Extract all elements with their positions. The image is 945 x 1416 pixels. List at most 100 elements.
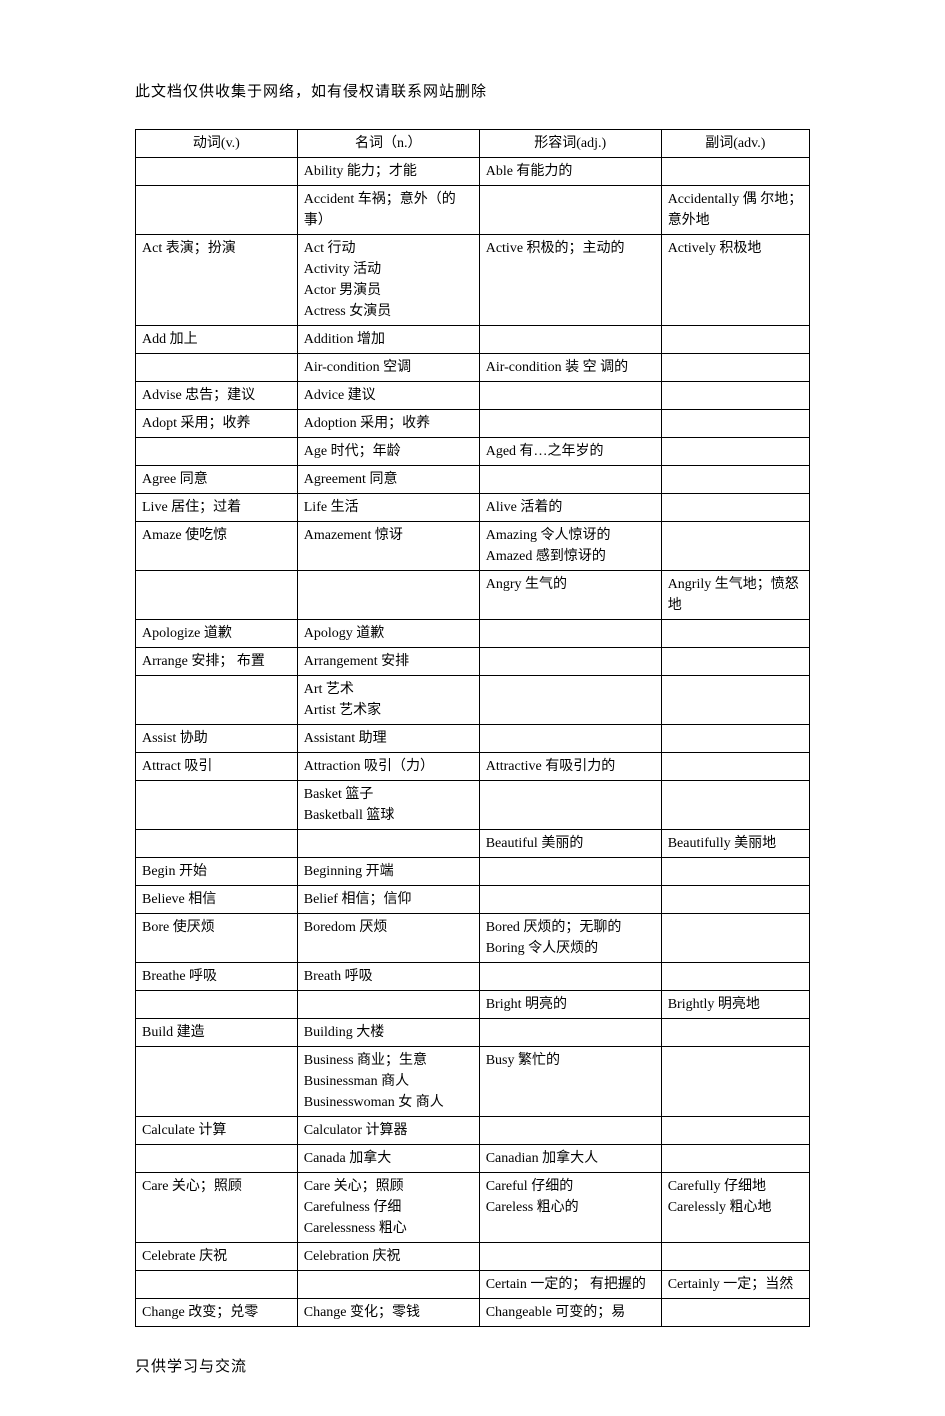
table-cell: Apology 道歉 bbox=[297, 620, 479, 648]
table-row: Air-condition 空调Air-condition 装 空 调的 bbox=[136, 354, 810, 382]
table-cell: Arrangement 安排 bbox=[297, 648, 479, 676]
cell-text: Calculator 计算器 bbox=[304, 1120, 473, 1141]
cell-text: Attractive 有吸引力的 bbox=[486, 756, 655, 777]
table-row: Believe 相信 Belief 相信；信仰 bbox=[136, 886, 810, 914]
cell-text: Business 商业；生意 bbox=[304, 1050, 473, 1071]
table-row: Apologize 道歉Apology 道歉 bbox=[136, 620, 810, 648]
table-cell: Apologize 道歉 bbox=[136, 620, 298, 648]
cell-text: Certain 一定的； 有把握的 bbox=[486, 1274, 655, 1295]
table-cell: Attract 吸引 bbox=[136, 753, 298, 781]
table-row: Attract 吸引Attraction 吸引（力）Attractive 有吸引… bbox=[136, 753, 810, 781]
cell-text: Arrangement 安排 bbox=[304, 651, 473, 672]
table-row: Agree 同意Agreement 同意 bbox=[136, 466, 810, 494]
cell-text: Basket 篮子 bbox=[304, 784, 473, 805]
cell-text: Breath 呼吸 bbox=[304, 966, 473, 987]
table-cell: Adopt 采用；收养 bbox=[136, 410, 298, 438]
cell-text: Belief 相信；信仰 bbox=[304, 889, 473, 910]
cell-text: Advise 忠告；建议 bbox=[142, 385, 291, 406]
table-cell: Basket 篮子Basketball 篮球 bbox=[297, 781, 479, 830]
cell-text: Changeable 可变的；易 bbox=[486, 1302, 655, 1323]
table-row: Bright 明亮的 Brightly 明亮地 bbox=[136, 991, 810, 1019]
table-row: Ability 能力；才能Able 有能力的 bbox=[136, 158, 810, 186]
table-cell: Believe 相信 bbox=[136, 886, 298, 914]
cell-text: Beautifully 美丽地 bbox=[668, 833, 803, 854]
table-cell: Boredom 厌烦 bbox=[297, 914, 479, 963]
table-cell: Advise 忠告；建议 bbox=[136, 382, 298, 410]
cell-text: Active 积极的；主动的 bbox=[486, 238, 655, 259]
table-cell bbox=[479, 466, 661, 494]
col-header-adj: 形容词(adj.) bbox=[479, 130, 661, 158]
cell-text: Art 艺术 bbox=[304, 679, 473, 700]
table-cell bbox=[479, 326, 661, 354]
table-cell: Add 加上 bbox=[136, 326, 298, 354]
cell-text: Breathe 呼吸 bbox=[142, 966, 291, 987]
table-row: Breathe 呼吸 Breath 呼吸 bbox=[136, 963, 810, 991]
cell-text: Alive 活着的 bbox=[486, 497, 655, 518]
table-cell: Aged 有…之年岁的 bbox=[479, 438, 661, 466]
col-header-noun: 名词（n.） bbox=[297, 130, 479, 158]
cell-text: Bored 厌烦的；无聊的 bbox=[486, 917, 655, 938]
cell-text: Beginning 开端 bbox=[304, 861, 473, 882]
table-cell: Accident 车祸；意外（的事） bbox=[297, 186, 479, 235]
table-cell bbox=[479, 1117, 661, 1145]
cell-text: Carefulness 仔细 bbox=[304, 1197, 473, 1218]
cell-text: Careful 仔细的 bbox=[486, 1176, 655, 1197]
table-cell: Amazing 令人惊讶的Amazed 感到惊讶的 bbox=[479, 522, 661, 571]
cell-text: Amaze 使吃惊 bbox=[142, 525, 291, 546]
table-cell: Bright 明亮的 bbox=[479, 991, 661, 1019]
cell-text: Adopt 采用；收养 bbox=[142, 413, 291, 434]
table-cell bbox=[661, 466, 809, 494]
cell-text: Aged 有…之年岁的 bbox=[486, 441, 655, 462]
table-cell bbox=[661, 382, 809, 410]
table-cell bbox=[136, 571, 298, 620]
table-cell: Amaze 使吃惊 bbox=[136, 522, 298, 571]
table-cell: Bore 使厌烦 bbox=[136, 914, 298, 963]
cell-text: Advice 建议 bbox=[304, 385, 473, 406]
table-cell: Act 行动Activity 活动Actor 男演员Actress 女演员 bbox=[297, 235, 479, 326]
table-row: Accident 车祸；意外（的事） Accidentally 偶 尔地；意外地 bbox=[136, 186, 810, 235]
table-cell bbox=[479, 858, 661, 886]
table-cell bbox=[661, 1047, 809, 1117]
table-cell: Angry 生气的 bbox=[479, 571, 661, 620]
cell-text: Begin 开始 bbox=[142, 861, 291, 882]
table-cell bbox=[136, 991, 298, 1019]
table-cell bbox=[661, 914, 809, 963]
table-cell bbox=[479, 725, 661, 753]
table-cell bbox=[661, 648, 809, 676]
cell-text: Basketball 篮球 bbox=[304, 805, 473, 826]
table-cell: Change 变化；零钱 bbox=[297, 1299, 479, 1327]
table-cell: Changeable 可变的；易 bbox=[479, 1299, 661, 1327]
table-cell: Accidentally 偶 尔地；意外地 bbox=[661, 186, 809, 235]
table-row: Age 时代；年龄Aged 有…之年岁的 bbox=[136, 438, 810, 466]
table-cell: Agreement 同意 bbox=[297, 466, 479, 494]
cell-text: Able 有能力的 bbox=[486, 161, 655, 182]
table-cell bbox=[661, 158, 809, 186]
cell-text: Actor 男演员 bbox=[304, 280, 473, 301]
table-cell: Canada 加拿大 bbox=[297, 1145, 479, 1173]
table-header-row: 动词(v.) 名词（n.） 形容词(adj.) 副词(adv.) bbox=[136, 130, 810, 158]
table-cell bbox=[136, 186, 298, 235]
vocabulary-table: 动词(v.) 名词（n.） 形容词(adj.) 副词(adv.) Ability… bbox=[135, 129, 810, 1327]
cell-text: Busy 繁忙的 bbox=[486, 1050, 655, 1071]
table-cell: Alive 活着的 bbox=[479, 494, 661, 522]
table-cell bbox=[136, 354, 298, 382]
cell-text: Angry 生气的 bbox=[486, 574, 655, 595]
cell-text: Carefully 仔细地 bbox=[668, 1176, 803, 1197]
cell-text: Air-condition 装 空 调的 bbox=[486, 357, 655, 378]
table-row: Advise 忠告；建议 Advice 建议 bbox=[136, 382, 810, 410]
cell-text: Care 关心；照顾 bbox=[304, 1176, 473, 1197]
table-cell: Breathe 呼吸 bbox=[136, 963, 298, 991]
cell-text: Assistant 助理 bbox=[304, 728, 473, 749]
table-cell bbox=[136, 158, 298, 186]
cell-text: Act 表演；扮演 bbox=[142, 238, 291, 259]
table-cell bbox=[479, 1019, 661, 1047]
table-cell bbox=[661, 410, 809, 438]
table-cell: Able 有能力的 bbox=[479, 158, 661, 186]
cell-text: Brightly 明亮地 bbox=[668, 994, 803, 1015]
table-cell bbox=[661, 753, 809, 781]
table-cell: Agree 同意 bbox=[136, 466, 298, 494]
table-cell: Begin 开始 bbox=[136, 858, 298, 886]
table-cell: Assist 协助 bbox=[136, 725, 298, 753]
table-cell bbox=[661, 354, 809, 382]
table-cell: Air-condition 装 空 调的 bbox=[479, 354, 661, 382]
